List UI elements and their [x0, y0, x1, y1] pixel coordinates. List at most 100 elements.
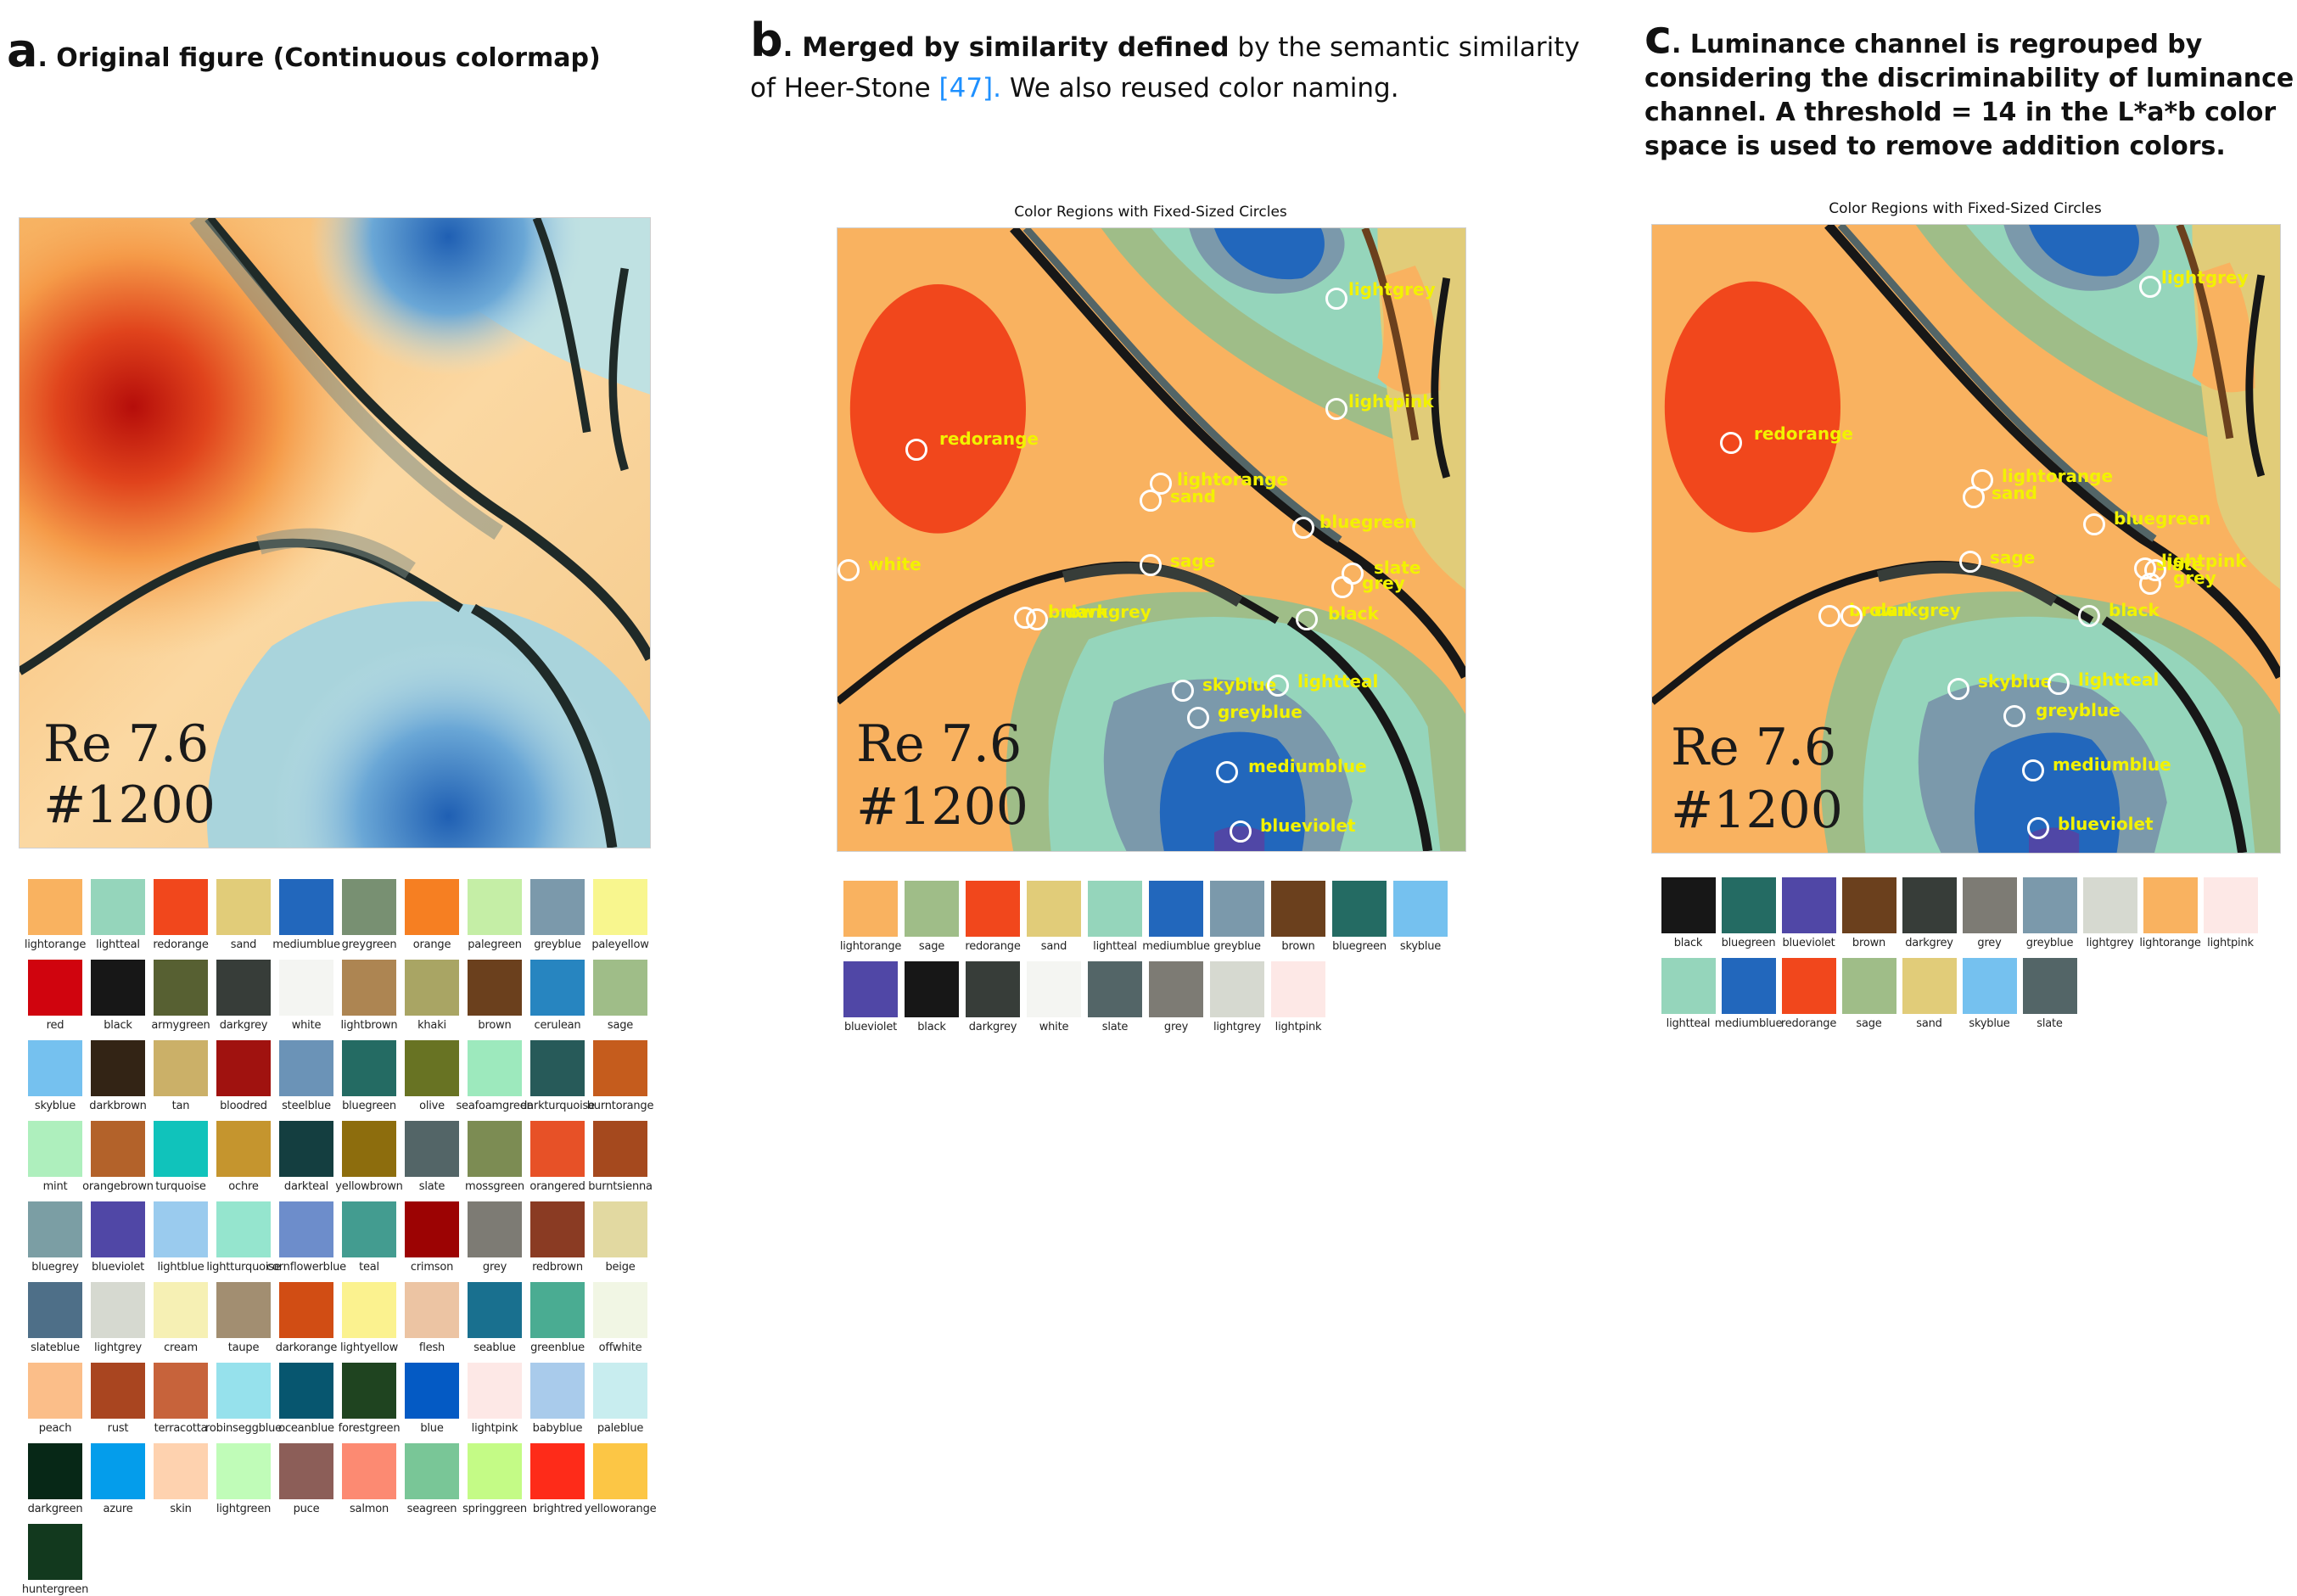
swatch-chip	[279, 1443, 333, 1499]
swatch-chip	[28, 1524, 82, 1580]
color-swatch-darkorange: darkorange	[275, 1282, 338, 1354]
color-swatch-steelblue: steelblue	[275, 1040, 338, 1112]
swatch-chip	[468, 1040, 522, 1096]
color-swatch-brown: brown	[1268, 881, 1329, 953]
color-swatch-rust: rust	[87, 1363, 149, 1435]
swatch-label: mediumblue	[1714, 1017, 1783, 1030]
swatch-label: ochre	[228, 1180, 259, 1193]
swatch-chip	[593, 1282, 647, 1338]
swatch-label: blueviolet	[1782, 937, 1835, 949]
swatch-label: teal	[359, 1261, 379, 1274]
color-swatch-redorange: redorange	[962, 881, 1023, 953]
panel-c-title-line4: space is used to remove addition colors.	[1644, 132, 2226, 161]
color-swatch-salmon: salmon	[338, 1443, 401, 1515]
swatch-label: huntergreen	[21, 1583, 89, 1596]
color-swatch-darkgrey: darkgrey	[212, 960, 275, 1032]
swatch-label: darkorange	[275, 1341, 338, 1354]
panel-c-title-line2: considering the discriminability of lumi…	[1644, 64, 2294, 93]
swatch-label: armygreen	[151, 1019, 210, 1032]
swatch-label: sand	[230, 938, 257, 951]
panel-a-title: a. Original figure (Continuous colormap)	[7, 24, 601, 77]
panel-b-swatch-grid: lightorange sage redorange sand lightteal med…	[840, 881, 1451, 1033]
region-label-grey: grey	[1362, 573, 1405, 593]
color-swatch-orangebrown: orangebrown	[82, 1121, 154, 1193]
region-label-black: black	[1328, 603, 1379, 624]
color-swatch-mediumblue: mediumblue	[1715, 958, 1782, 1030]
swatch-label: offwhite	[598, 1341, 642, 1354]
swatch-chip	[966, 961, 1020, 1017]
swatch-label: seafoamgreen	[456, 1100, 534, 1112]
swatch-label: bluegreen	[342, 1100, 396, 1112]
swatch-chip	[966, 881, 1020, 937]
color-swatch-khaki: khaki	[401, 960, 463, 1032]
panel-c-letter: c	[1644, 10, 1672, 64]
color-swatch-seablue: seablue	[463, 1282, 526, 1354]
swatch-label: grey	[1163, 1021, 1189, 1033]
region-label-skyblue: skyblue	[1202, 675, 1277, 695]
swatch-label: bluegrey	[31, 1261, 79, 1274]
swatch-chip	[154, 1201, 208, 1257]
color-swatch-burntorange: burntorange	[587, 1040, 653, 1112]
color-swatch-beige: beige	[589, 1201, 652, 1274]
swatch-chip	[468, 1282, 522, 1338]
swatch-label: blueviolet	[843, 1021, 898, 1033]
region-label-mediumblue: mediumblue	[1248, 756, 1367, 776]
swatch-label: darkturquoise	[520, 1100, 595, 1112]
region-marker-circle	[1818, 605, 1840, 627]
swatch-label: sage	[1856, 1017, 1882, 1030]
color-swatch-bluegreen: bluegreen	[1329, 881, 1390, 953]
color-swatch-sand: sand	[212, 879, 275, 951]
color-swatch-red: red	[24, 960, 87, 1032]
panel-b-overlay-re: Re 7.6	[856, 714, 1022, 774]
swatch-chip	[1721, 958, 1776, 1014]
color-swatch-lightgrey: lightgrey	[87, 1282, 149, 1354]
region-label-blueviolet: blueviolet	[2058, 814, 2154, 834]
color-swatch-cerulean: cerulean	[526, 960, 589, 1032]
swatch-label: taupe	[227, 1341, 260, 1354]
color-swatch-tan: tan	[149, 1040, 212, 1112]
panel-c-overlay-re: Re 7.6	[1671, 718, 1837, 777]
panel-a-swatch-grid: lightorange lightteal redorange sand mediumb…	[21, 879, 657, 1596]
swatch-chip	[2022, 958, 2077, 1014]
color-swatch-grey: grey	[1959, 877, 2020, 949]
swatch-label: skyblue	[1969, 1017, 2010, 1030]
color-swatch-blueviolet: blueviolet	[87, 1201, 149, 1274]
color-swatch-mossgreen: mossgreen	[463, 1121, 526, 1193]
swatch-label: salmon	[349, 1503, 389, 1515]
swatch-chip	[1271, 881, 1325, 937]
swatch-label: darkgrey	[219, 1019, 268, 1032]
color-swatch-terracotta: terracotta	[149, 1363, 212, 1435]
region-label-sage: sage	[1170, 551, 1216, 571]
swatch-label: oceanblue	[278, 1422, 334, 1435]
swatch-label: yelloworange	[584, 1503, 657, 1515]
swatch-label: springgreen	[462, 1503, 527, 1515]
swatch-label: mediumblue	[1142, 940, 1210, 953]
swatch-chip	[2082, 877, 2137, 933]
swatch-chip	[216, 1040, 271, 1096]
region-label-slate: slate	[1374, 557, 1421, 578]
region-marker-circle	[1026, 608, 1048, 630]
region-label-grey: grey	[2173, 568, 2216, 588]
swatch-chip	[154, 1443, 208, 1499]
swatch-chip	[91, 1121, 145, 1177]
color-swatch-orange: orange	[401, 879, 463, 951]
color-swatch-lightblue: lightblue	[149, 1201, 212, 1274]
color-swatch-greenblue: greenblue	[526, 1282, 589, 1354]
region-label-lightpink: lightpink	[2161, 551, 2247, 571]
swatch-label: olive	[419, 1100, 445, 1112]
color-swatch-seafoamgreen: seafoamgreen	[456, 1040, 534, 1112]
color-swatch-springgreen: springgreen	[462, 1443, 527, 1515]
panel-b-citation-link[interactable]: [47].	[938, 73, 1002, 104]
region-marker-circle	[905, 439, 927, 461]
color-swatch-seagreen: seagreen	[401, 1443, 463, 1515]
swatch-chip	[154, 1040, 208, 1096]
panel-b-title-line2: of Heer-Stone [47]. We also reused color…	[750, 73, 1399, 104]
swatch-chip	[279, 1282, 333, 1338]
swatch-chip	[28, 879, 82, 935]
color-swatch-lightpink: lightpink	[2200, 877, 2261, 949]
panel-c-title-line1: c. Luminance channel is regrouped by	[1644, 10, 2203, 64]
swatch-label: skyblue	[1399, 940, 1442, 953]
region-label-white: white	[868, 554, 922, 574]
color-swatch-sage: sage	[1839, 958, 1899, 1030]
swatch-label: sand	[1040, 940, 1067, 953]
